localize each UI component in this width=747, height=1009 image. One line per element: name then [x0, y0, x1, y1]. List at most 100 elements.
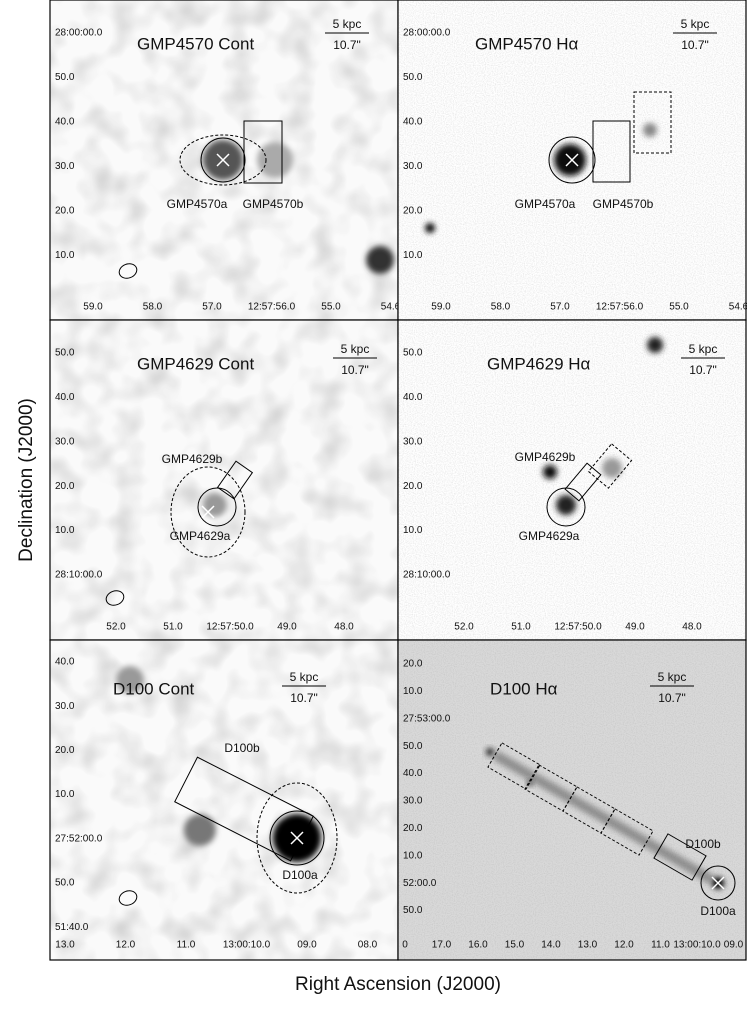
panel: GMP4570 Cont 5 kpc 10.7" 28:00:00.0 50.0 40.0… — [49, 0, 401, 321]
x-tick-label: 54.6 — [381, 302, 401, 313]
region-label: GMP4570b — [243, 197, 304, 211]
source — [116, 666, 144, 694]
y-tick-label: 27:53:00.0 — [403, 713, 451, 724]
panel-title: D100 Cont — [113, 679, 195, 698]
y-tick-label: 50.0 — [403, 72, 423, 83]
panel: GMP4629 Hα 5 kpc 10.7" 50.0 40.0 30.0 20.0 10.0… — [397, 319, 747, 641]
x-tick-label: 57.0 — [550, 302, 570, 313]
y-tick-label: 30.0 — [55, 701, 75, 712]
y-tick-label: 28:10:00.0 — [55, 570, 103, 581]
x-tick-label: 55.0 — [321, 302, 341, 313]
y-tick-label: 10.0 — [55, 250, 75, 261]
source — [184, 814, 216, 846]
aperture — [700, 865, 736, 901]
y-tick-label: 40.0 — [403, 768, 423, 779]
center-mark — [565, 153, 579, 167]
source — [257, 142, 293, 178]
aperture — [200, 137, 246, 183]
y-tick-label: 30.0 — [403, 436, 423, 447]
y-tick-label: 52:00.0 — [403, 878, 437, 889]
source — [554, 144, 586, 176]
y-tick-label: 50.0 — [55, 348, 75, 359]
x-tick-label: 16.0 — [468, 940, 488, 951]
source — [543, 465, 557, 479]
y-tick-label: 40.0 — [403, 392, 423, 403]
panel: GMP4629 Cont 5 kpc 10.7" 50.0 40.0 30.0 20.0 10… — [49, 319, 399, 641]
x-tick-label: 12.0 — [614, 940, 634, 951]
aperture — [174, 756, 314, 862]
x-tick-label: 12:57:56.0 — [248, 302, 296, 313]
x-tick-label: 52.0 — [454, 622, 474, 633]
y-tick-label: 20.0 — [403, 206, 423, 217]
x-tick-label: 09.0 — [724, 940, 744, 951]
image — [398, 320, 746, 640]
center-mark — [290, 831, 304, 845]
x-tick-label: 11.0 — [651, 940, 670, 951]
center-mark — [711, 876, 725, 890]
scale-length: 5 kpc — [341, 342, 370, 356]
scale-angle: 10.7" — [658, 691, 686, 705]
y-tick-label: 51:40.0 — [55, 922, 89, 933]
x-tick-label: 17.0 — [432, 940, 452, 951]
region-label: GMP4570b — [593, 197, 654, 211]
region-label: D100a — [282, 868, 318, 882]
y-tick-label: 50.0 — [403, 905, 423, 916]
image — [50, 0, 398, 320]
image — [398, 640, 746, 960]
noise — [50, 320, 398, 640]
center-mark — [216, 153, 230, 167]
panel: GMP4570 Hα 5 kpc 10.7" 28:00:00.0 50.0 40.0 30… — [397, 0, 747, 321]
x-tick-label: 12:57:50.0 — [554, 622, 602, 633]
x-tick-label: 55.0 — [669, 302, 689, 313]
panel-title: GMP4629 Hα — [487, 354, 591, 373]
y-tick-label: 30.0 — [55, 161, 75, 172]
y-tick-label: 40.0 — [55, 117, 75, 128]
x-tick-label: 49.0 — [277, 622, 297, 633]
y-tick-label: 40.0 — [403, 117, 423, 128]
image — [50, 320, 398, 640]
y-tick-label: 20.0 — [403, 659, 423, 670]
x-tick-label: 13:00:10.0 — [673, 940, 721, 951]
source — [366, 246, 394, 274]
y-tick-label: 30.0 — [55, 436, 75, 447]
aperture — [592, 120, 631, 183]
x-tick-label: 12.0 — [116, 940, 136, 951]
x-tick-label: 15.0 — [505, 940, 525, 951]
x-tick-label: 13:00:10.0 — [223, 940, 271, 951]
source — [647, 337, 663, 353]
y-tick-label: 28:10:00.0 — [403, 570, 451, 581]
y-tick-label: 20.0 — [55, 481, 75, 492]
source — [556, 495, 576, 515]
y-tick-label: 10.0 — [403, 850, 423, 861]
y-tick-label: 20.0 — [403, 481, 423, 492]
aperture — [170, 466, 246, 558]
y-tick-label: 10.0 — [55, 525, 75, 536]
y-tick-label: 27:52:00.0 — [55, 833, 103, 844]
source — [643, 123, 657, 137]
x-tick-label: 14.0 — [541, 940, 561, 951]
x-tick-label: 11.0 — [177, 940, 196, 951]
x-tick-label: 49.0 — [625, 622, 645, 633]
aperture — [548, 136, 596, 184]
region-label: D100b — [224, 741, 260, 755]
source — [425, 223, 435, 233]
beam — [118, 263, 138, 279]
y-tick-label: 30.0 — [403, 796, 423, 807]
region-label: GMP4629a — [519, 529, 580, 543]
beam — [118, 890, 138, 906]
y-tick-label: 28:00:00.0 — [55, 28, 103, 39]
x-tick-label: 52.0 — [106, 622, 126, 633]
noise — [50, 640, 398, 960]
region-label: D100a — [700, 904, 736, 918]
panels: GMP4570 Cont 5 kpc 10.7" 28:00:00.0 50.0 40.0… — [49, 0, 747, 961]
center-mark — [201, 505, 215, 519]
y-tick-label: 10.0 — [403, 525, 423, 536]
source — [602, 458, 622, 478]
aperture — [633, 91, 672, 154]
scale-angle: 10.7" — [681, 38, 709, 52]
aperture — [256, 782, 338, 894]
scale-angle: 10.7" — [290, 691, 318, 705]
y-tick-label: 20.0 — [55, 745, 75, 756]
aperture — [216, 460, 254, 500]
